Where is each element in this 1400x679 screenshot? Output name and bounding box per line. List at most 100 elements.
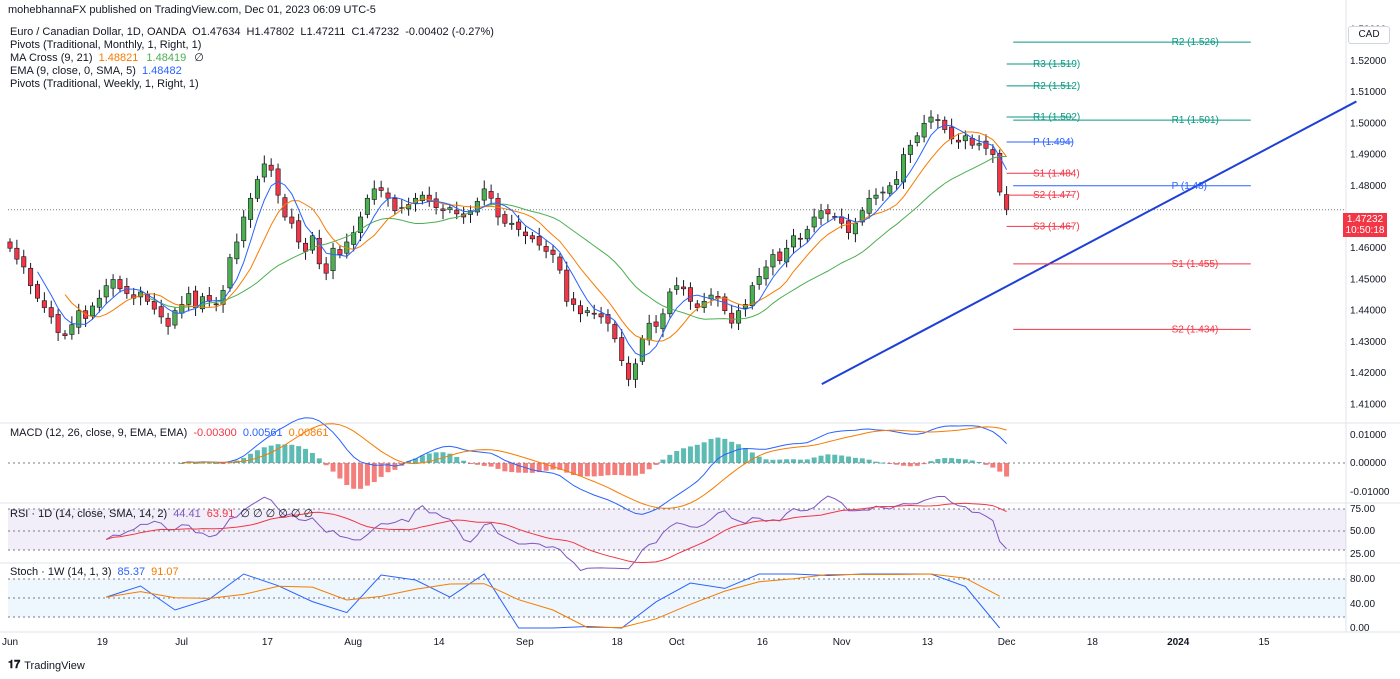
candle bbox=[736, 303, 742, 331]
candle-body bbox=[330, 247, 336, 272]
candle bbox=[859, 207, 865, 226]
macd-histogram-bar bbox=[358, 463, 364, 489]
bar-countdown: 10:50:18 bbox=[1345, 225, 1385, 236]
monthly-pivot-label: S2 (1.434) bbox=[1172, 324, 1219, 335]
ema-line bbox=[37, 124, 1008, 357]
candle-body bbox=[254, 179, 260, 199]
candle-body bbox=[213, 303, 219, 306]
candle-body bbox=[990, 149, 996, 155]
candle bbox=[777, 248, 783, 265]
candle-body bbox=[419, 194, 425, 202]
candle-body bbox=[928, 116, 934, 123]
tradingview-logo-icon: 𝟏𝟕 bbox=[8, 659, 21, 671]
macd-histogram-bar bbox=[254, 450, 260, 463]
candle bbox=[289, 208, 295, 229]
monthly-pivot-label: P (1.48) bbox=[1172, 181, 1207, 192]
macd-histogram-bar bbox=[990, 463, 996, 468]
candle-body bbox=[172, 310, 178, 326]
candle-body bbox=[921, 123, 927, 138]
candle bbox=[928, 110, 934, 129]
candle bbox=[234, 233, 240, 265]
indicator-label: Pivots (Traditional, Monthly, 1, Right, … bbox=[10, 39, 202, 51]
candle-body bbox=[591, 312, 597, 315]
candle bbox=[584, 306, 590, 317]
candle-body bbox=[818, 210, 824, 219]
candle-body bbox=[667, 291, 673, 315]
macd-signal-line bbox=[181, 423, 1007, 509]
macd-histogram-bar bbox=[880, 462, 886, 464]
macd-histogram-bar bbox=[199, 462, 205, 464]
macd-histogram-bar bbox=[488, 463, 494, 467]
macd-histogram-bar bbox=[605, 463, 611, 476]
price-tick-label: 1.51000 bbox=[1350, 87, 1387, 98]
candle-body bbox=[653, 321, 659, 327]
candle-body bbox=[976, 143, 982, 146]
candle bbox=[268, 158, 274, 178]
candle-body bbox=[949, 126, 955, 140]
candle-body bbox=[770, 254, 776, 268]
price-tick-label: 1.46000 bbox=[1350, 243, 1387, 254]
candle bbox=[694, 300, 700, 312]
macd-histogram-bar bbox=[674, 451, 680, 463]
price-tick-label: 1.44000 bbox=[1350, 306, 1387, 317]
candle bbox=[653, 315, 659, 334]
macd-legend[interactable]: MACD (12, 26, close, 9, EMA, EMA) -0.003… bbox=[10, 427, 331, 439]
macd-histogram-bar bbox=[612, 463, 618, 475]
candle-body bbox=[674, 285, 680, 290]
time-tick-label: 15 bbox=[1258, 637, 1270, 648]
candle bbox=[550, 244, 556, 263]
indicator-ma-cross[interactable]: MA Cross (9, 21) 1.48821 1.48419 ∅ bbox=[10, 52, 209, 65]
macd-histogram-bar bbox=[921, 463, 927, 465]
tradingview-logo[interactable]: 𝟏𝟕 TradingView bbox=[8, 659, 85, 672]
time-tick-label: Jun bbox=[2, 637, 18, 648]
stoch-legend[interactable]: Stoch · 1W (14, 1, 3) 85.37 91.07 bbox=[10, 566, 182, 578]
macd-histogram-bar bbox=[955, 458, 961, 463]
candle-body bbox=[227, 257, 233, 289]
candle bbox=[323, 256, 329, 281]
macd-histogram-bar bbox=[502, 463, 508, 472]
candle-body bbox=[248, 197, 254, 220]
macd-histogram-bar bbox=[385, 463, 391, 473]
ohlc-close: C1.47232 bbox=[351, 26, 400, 38]
candle bbox=[364, 194, 370, 219]
macd-histogram-bar bbox=[894, 463, 900, 465]
macd-histogram-bar bbox=[557, 463, 563, 470]
ma21-line bbox=[147, 156, 1007, 320]
indicator-pivots-weekly[interactable]: Pivots (Traditional, Weekly, 1, Right, 1… bbox=[10, 78, 202, 91]
candle-body bbox=[529, 235, 535, 240]
indicator-ema[interactable]: EMA (9, close, 0, SMA, 5) 1.48482 bbox=[10, 65, 187, 78]
candle-body bbox=[21, 256, 27, 268]
macd-histogram-bar bbox=[413, 458, 419, 463]
candle-body bbox=[117, 279, 123, 290]
candle bbox=[887, 182, 893, 198]
candle-body bbox=[646, 322, 652, 341]
candle bbox=[591, 304, 597, 320]
candle bbox=[151, 292, 157, 315]
candle-body bbox=[323, 263, 329, 274]
candle bbox=[914, 132, 920, 147]
candle bbox=[907, 139, 913, 163]
candle-body bbox=[632, 363, 638, 380]
macd-histogram-bar bbox=[715, 437, 721, 463]
candle-body bbox=[234, 241, 240, 260]
macd-histogram-bar bbox=[859, 458, 865, 463]
candle bbox=[983, 134, 989, 156]
macd-histogram-bar bbox=[426, 453, 432, 463]
macd-histogram-bar bbox=[619, 463, 625, 476]
candle-body bbox=[364, 197, 370, 215]
macd-histogram-bar bbox=[406, 460, 412, 463]
macd-histogram-bar bbox=[818, 455, 824, 463]
candle bbox=[577, 300, 583, 323]
rsi-line bbox=[105, 495, 1007, 572]
rsi-legend[interactable]: RSI · 1D (14, close, SMA, 14, 2) 44.41 6… bbox=[10, 507, 316, 520]
weekly-pivot-label: P (1.494) bbox=[1033, 137, 1074, 148]
candle-body bbox=[639, 338, 645, 362]
indicator-pivots-monthly[interactable]: Pivots (Traditional, Monthly, 1, Right, … bbox=[10, 39, 204, 52]
currency-button[interactable]: CAD bbox=[1348, 26, 1390, 44]
candle bbox=[316, 229, 322, 270]
ohlc-open: O1.47634 bbox=[192, 26, 241, 38]
candle-body bbox=[378, 187, 384, 191]
candle-body bbox=[742, 304, 748, 309]
